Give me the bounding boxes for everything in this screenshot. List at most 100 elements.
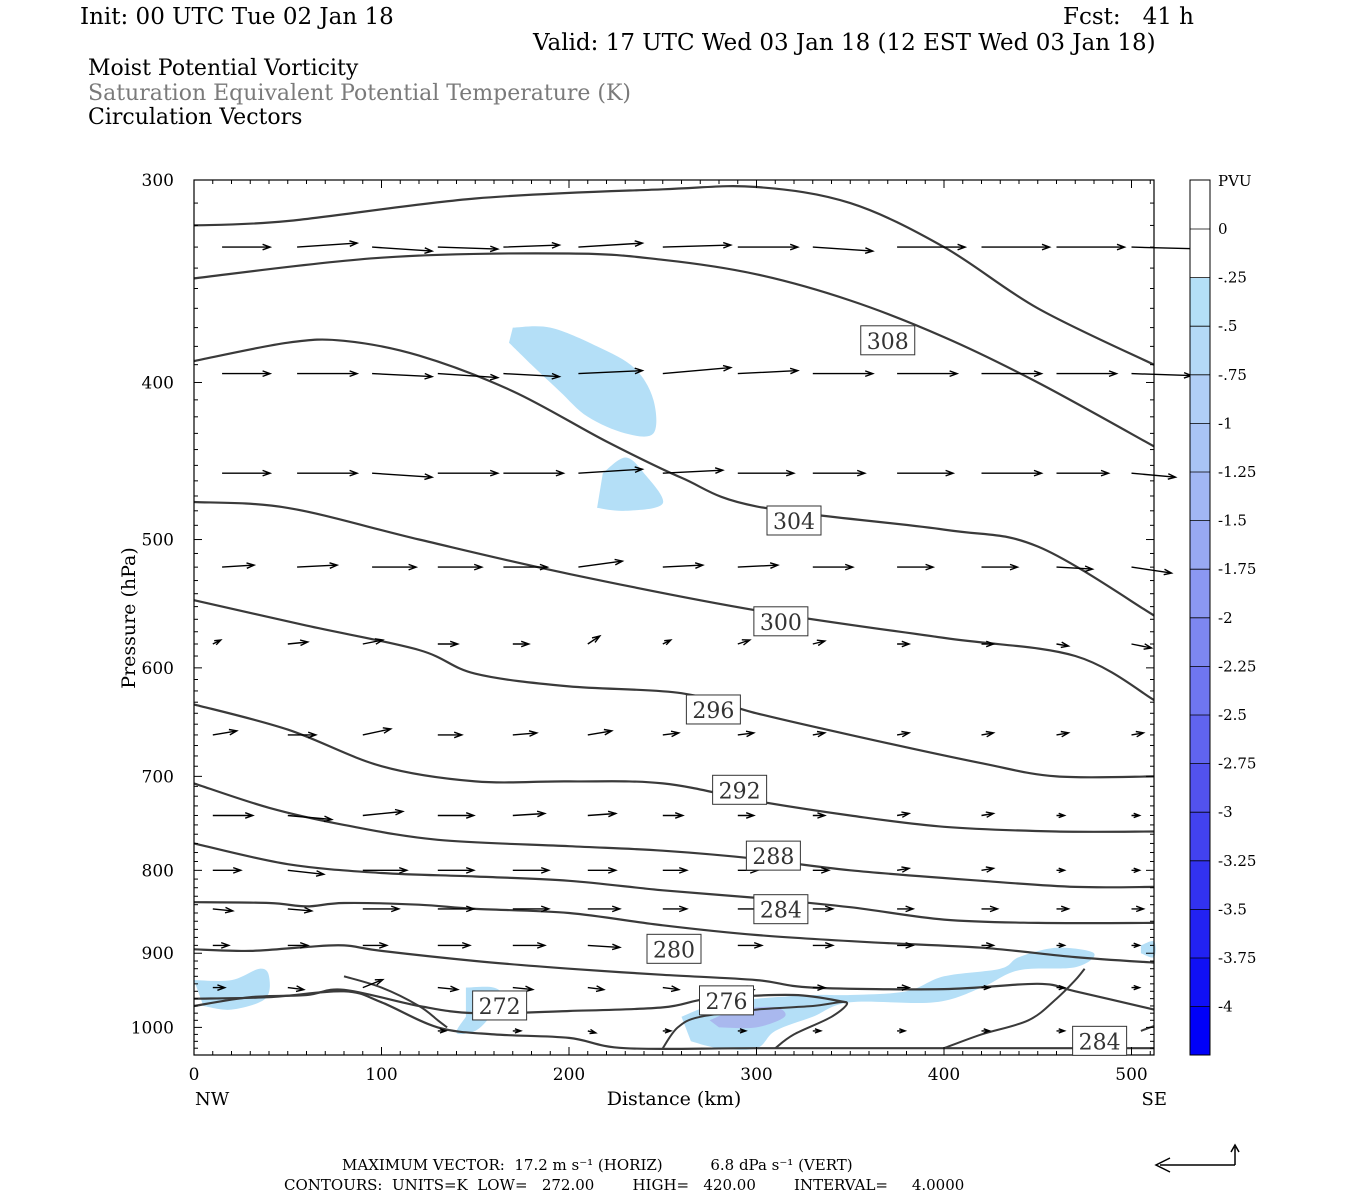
circulation-vector — [812, 370, 875, 378]
contour-label-box — [712, 774, 768, 805]
circulation-vector — [1131, 730, 1146, 738]
colorbar-label: -.5 — [1218, 317, 1237, 335]
circulation-vector — [512, 1028, 523, 1034]
x-tick-label: 400 — [928, 1065, 960, 1085]
colorbar-swatch — [1190, 229, 1210, 278]
y-axis-title: Pressure (hPa) — [118, 547, 140, 689]
circulation-vector — [222, 370, 273, 378]
circulation-vector — [362, 638, 385, 645]
colorbar-swatch — [1190, 666, 1210, 715]
circulation-vector — [981, 469, 1044, 477]
circulation-vector — [897, 984, 912, 991]
contour-label: 300 — [760, 611, 802, 636]
circulation-vector — [578, 558, 625, 568]
x-tick-label: 0 — [189, 1065, 200, 1085]
circulation-vector — [812, 1028, 823, 1034]
circulation-vector — [587, 1028, 598, 1035]
circulation-vector — [362, 978, 385, 989]
contour-label: 280 — [653, 938, 695, 963]
colorbar-swatch — [1190, 326, 1210, 375]
contour-label: 292 — [719, 779, 761, 804]
colorbar-title: PVU — [1218, 172, 1252, 190]
circulation-vector — [437, 469, 500, 477]
colorbar-label: -1.25 — [1218, 463, 1256, 481]
contour-label: 296 — [692, 699, 734, 724]
circulation-vector — [587, 985, 606, 993]
contour-label: 284 — [760, 899, 802, 924]
circulation-vector — [896, 866, 912, 873]
theta-es-contour — [193, 944, 1155, 1011]
colorbar-label: -4 — [1218, 998, 1233, 1016]
circulation-vector — [437, 731, 464, 739]
contour-label-box — [753, 894, 809, 925]
max-vector-note: MAXIMUM VECTOR: 17.2 m s⁻¹ (HORIZ) 6.8 d… — [342, 1156, 853, 1174]
circulation-vector — [212, 984, 227, 991]
contour-label: 272 — [479, 995, 521, 1020]
x-end-label-left: NW — [195, 1089, 230, 1110]
colorbar-label: -.75 — [1218, 366, 1247, 384]
circulation-vector — [897, 1028, 908, 1034]
circulation-vector — [512, 640, 531, 648]
circulation-vector — [587, 728, 614, 736]
theta-es-contour — [193, 842, 1155, 925]
colorbar-swatch — [1190, 812, 1210, 861]
contour-label-box — [646, 933, 702, 964]
circulation-vector — [1056, 243, 1127, 251]
circulation-vector — [212, 906, 235, 914]
circulation-vector — [1056, 1028, 1067, 1034]
circulation-vector — [897, 243, 968, 251]
circulation-vector — [1056, 905, 1071, 913]
circulation-vector — [1056, 641, 1071, 649]
colorbar-swatch — [1190, 423, 1210, 472]
circulation-vector-layer — [212, 240, 1210, 1035]
circulation-vector — [981, 905, 1000, 913]
circulation-vector — [1056, 867, 1067, 874]
circulation-vector — [897, 563, 936, 571]
colorbar-label: -1 — [1218, 414, 1233, 432]
circulation-vector — [662, 812, 685, 819]
circulation-vector — [512, 905, 551, 913]
circulation-vector — [1056, 730, 1071, 738]
circulation-vector — [587, 810, 618, 818]
contour-label: 304 — [773, 510, 815, 535]
circulation-vector — [578, 466, 645, 474]
theta-es-contour — [343, 975, 448, 1029]
contour-label-box — [1072, 1025, 1128, 1056]
circulation-vector — [981, 563, 1020, 571]
circulation-vector — [1056, 370, 1119, 378]
circulation-vector — [212, 728, 239, 736]
circulation-vector — [297, 370, 360, 378]
circulation-vector — [437, 985, 460, 993]
circulation-vector — [897, 370, 960, 378]
circulation-vector — [981, 942, 996, 949]
circulation-vector — [981, 811, 996, 818]
circulation-vector — [212, 866, 243, 874]
theta-es-contour — [193, 500, 1155, 701]
circulation-vector — [287, 869, 326, 877]
circulation-vector — [812, 469, 867, 477]
colorbar-swatch — [1190, 180, 1210, 229]
circulation-vector — [896, 730, 912, 738]
circulation-vector — [287, 814, 334, 823]
circulation-vector — [1131, 867, 1142, 874]
contour-info-note: CONTOURS: UNITS=K LOW= 272.00 HIGH= 420.… — [284, 1176, 965, 1194]
theta-es-contour — [1140, 1025, 1155, 1032]
x-tick-label: 100 — [365, 1065, 397, 1085]
y-tick-label: 900 — [142, 944, 174, 964]
contour-label: 308 — [867, 330, 909, 355]
circulation-vector — [297, 562, 340, 569]
circulation-vector — [737, 639, 752, 646]
colorbar-label: -3.75 — [1218, 949, 1256, 967]
plot-frame — [193, 179, 1155, 1056]
y-tick-label: 600 — [142, 659, 174, 679]
circulation-vector — [437, 372, 500, 381]
circulation-vector — [1056, 984, 1067, 991]
circulation-vector — [437, 640, 460, 648]
circulation-vector — [362, 727, 393, 736]
circulation-vector — [1056, 565, 1095, 573]
colorbar-swatch — [1190, 715, 1210, 764]
colorbar-swatch — [1190, 472, 1210, 521]
x-end-label-right: SE — [1142, 1089, 1167, 1110]
y-tick-label: 300 — [142, 171, 174, 191]
x-tick-label: 300 — [740, 1065, 772, 1085]
